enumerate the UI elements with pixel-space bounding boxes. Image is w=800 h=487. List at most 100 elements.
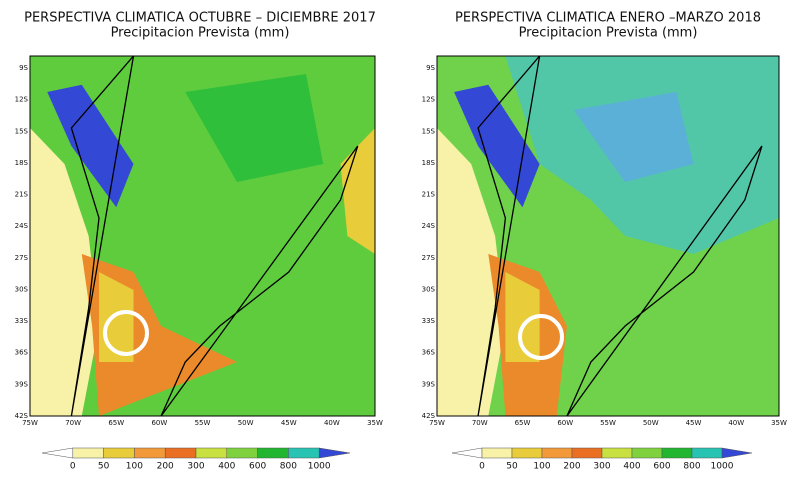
map-title: PERSPECTIVA CLIMATICA OCTUBRE – DICIEMBR… — [24, 11, 376, 26]
colorbar-segment — [103, 447, 135, 459]
lat-label: 36S — [15, 349, 29, 357]
highlight-circle — [103, 310, 149, 356]
lat-label: 9S — [19, 64, 28, 72]
colorbar-segment — [226, 447, 258, 459]
colorbar-segment — [257, 447, 289, 459]
colorbar-segment — [631, 447, 663, 459]
wet-region — [185, 74, 324, 182]
colorbar-label: 600 — [249, 462, 266, 472]
colorbar-label: 200 — [157, 462, 174, 472]
coastline — [160, 145, 359, 416]
colorbar-label: 800 — [683, 462, 700, 472]
wet-region — [573, 92, 694, 182]
colorbar-high — [318, 447, 351, 459]
colorbar-segment — [571, 447, 603, 459]
west-dry — [505, 272, 540, 362]
lat-label: 18S — [422, 159, 436, 167]
andes-wet — [47, 84, 134, 208]
lat-label: 42S — [15, 412, 29, 420]
map-subtitle: Precipitacion Prevista (mm) — [519, 26, 698, 41]
colorbar-label: 1000 — [308, 462, 331, 472]
lat-label: 21S — [15, 191, 29, 199]
lat-label: 24S — [15, 222, 29, 230]
lon-label: 65W — [515, 419, 531, 427]
lat-label: 33S — [15, 317, 29, 325]
coast-dry — [30, 128, 99, 416]
lat-label: 15S — [422, 127, 436, 135]
lat-label: 27S — [422, 254, 436, 262]
lon-label: 70W — [472, 419, 488, 427]
lon-label: 45W — [281, 419, 297, 427]
colorbar-segment — [195, 447, 228, 459]
colorbar-label: 400 — [623, 462, 640, 472]
coastline — [477, 56, 541, 416]
lat-label: 9S — [426, 64, 435, 72]
lon-label: 70W — [65, 419, 81, 427]
lat-label: 36S — [422, 349, 436, 357]
lon-label: 65W — [108, 419, 124, 427]
colorbar-label: 1000 — [711, 462, 734, 472]
colorbar-segment — [511, 447, 543, 459]
colorbar-label: 100 — [126, 462, 143, 472]
colorbar-label: 0 — [70, 462, 76, 472]
colorbar-segment — [481, 447, 513, 459]
lon-label: 35W — [771, 419, 787, 427]
colorbar-segment — [691, 447, 723, 459]
colorbar-label: 400 — [218, 462, 235, 472]
lat-label: 18S — [15, 159, 29, 167]
lon-label: 75W — [22, 419, 38, 427]
colorbar-segment — [164, 447, 197, 459]
lon-label: 40W — [728, 419, 744, 427]
lat-label: 42S — [422, 412, 436, 420]
lat-label: 33S — [422, 317, 436, 325]
lon-label: 50W — [643, 419, 659, 427]
colorbar-segment — [288, 447, 320, 459]
lon-label: 55W — [195, 419, 211, 427]
lon-label: 60W — [151, 419, 167, 427]
colorbar-label: 300 — [187, 462, 204, 472]
lon-label: 60W — [557, 419, 573, 427]
lat-label: 12S — [15, 96, 29, 104]
colorbar-label: 50 — [506, 462, 518, 472]
lat-label: 30S — [15, 285, 29, 293]
colorbar-segment — [661, 447, 693, 459]
colorbar-low — [451, 447, 483, 459]
map-area — [30, 56, 375, 416]
colorbar-segment — [134, 447, 166, 459]
lat-label: 39S — [15, 380, 29, 388]
lat-label: 15S — [15, 127, 29, 135]
lat-label: 27S — [15, 254, 29, 262]
colorbar-segment — [541, 447, 573, 459]
colorbar-segment — [72, 447, 104, 459]
colorbar-high — [721, 447, 753, 459]
lon-label: 35W — [367, 419, 383, 427]
lat-label: 12S — [422, 96, 436, 104]
lat-label: 30S — [422, 285, 436, 293]
lat-label: 24S — [422, 222, 436, 230]
lon-label: 75W — [429, 419, 445, 427]
colorbar-label: 800 — [280, 462, 297, 472]
colorbar-label: 0 — [479, 462, 485, 472]
lon-label: 45W — [686, 419, 702, 427]
colorbar-label: 100 — [533, 462, 550, 472]
coastline — [566, 145, 763, 416]
coastline — [70, 56, 135, 416]
dry-region — [340, 128, 375, 254]
map-area — [437, 56, 779, 416]
coast-dry — [437, 128, 506, 416]
lon-label: 50W — [238, 419, 254, 427]
map-frame — [436, 55, 780, 417]
colorbar-label: 50 — [98, 462, 110, 472]
andes-wet — [454, 84, 540, 208]
map-frame — [29, 55, 376, 417]
colorbar-label: 200 — [563, 462, 580, 472]
colorbar-label: 300 — [593, 462, 610, 472]
map-title: PERSPECTIVA CLIMATICA ENERO –MARZO 2018 — [455, 11, 761, 26]
lat-label: 39S — [422, 380, 436, 388]
highlight-circle — [518, 314, 564, 360]
lon-label: 40W — [324, 419, 340, 427]
colorbar-low — [41, 447, 74, 459]
lon-label: 55W — [600, 419, 616, 427]
map-subtitle: Precipitacion Prevista (mm) — [111, 26, 290, 41]
